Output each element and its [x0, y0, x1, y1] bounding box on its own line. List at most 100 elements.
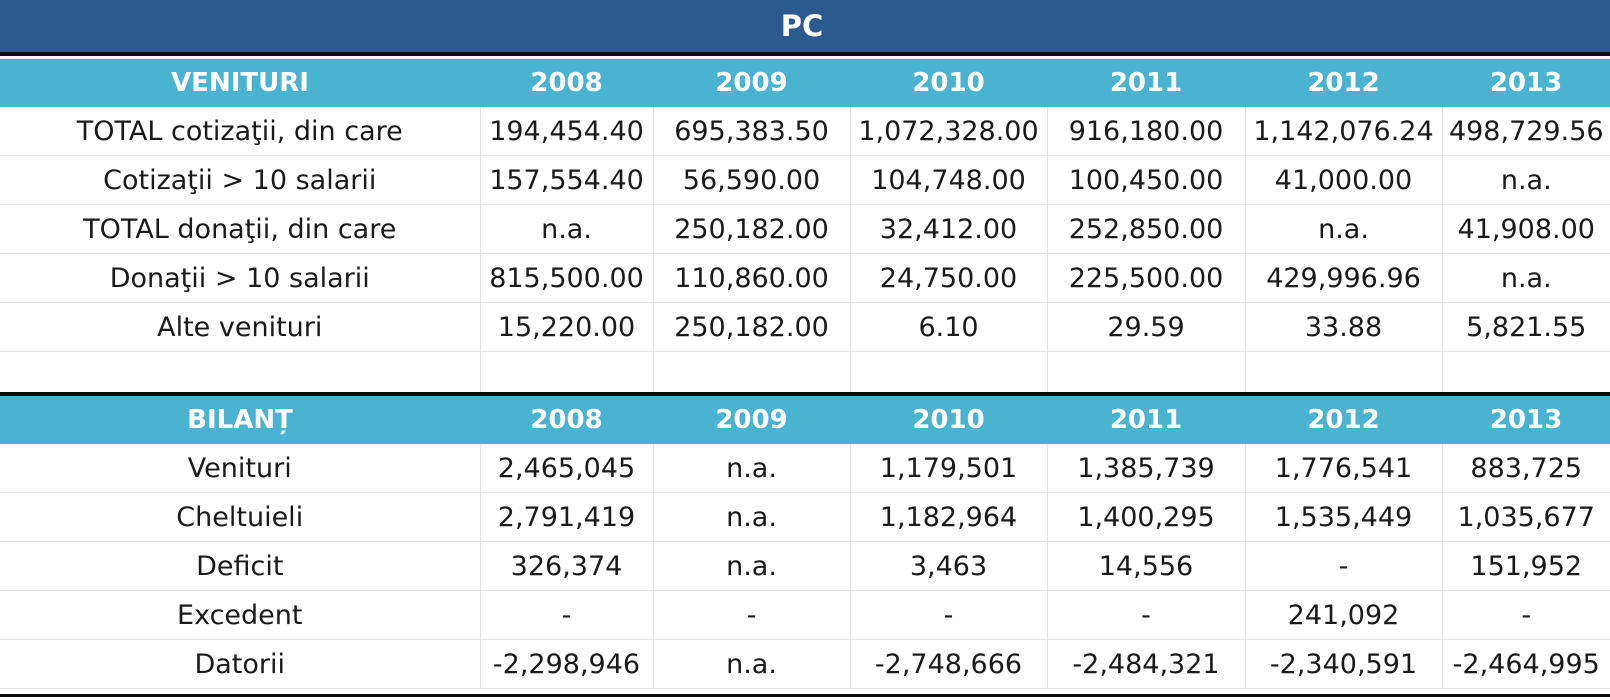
venituri-table: VENITURI 2008 2009 2010 2011 2012 2013 TOTAL co…: [0, 59, 1610, 401]
table-cell: 104,748.00: [850, 155, 1048, 205]
table-cell: 194,454.40: [480, 107, 654, 156]
table-cell: -2,340,591: [1245, 639, 1443, 689]
table-cell: 110,860.00: [653, 253, 851, 303]
row-label: Cheltuieli: [0, 492, 481, 542]
table-cell: 29.59: [1047, 302, 1246, 352]
column-header-year: 2012: [1245, 59, 1442, 107]
column-header-year: 2008: [480, 59, 653, 107]
table-cell: 3,463: [850, 541, 1048, 591]
table-cell: 498,729.56: [1442, 107, 1610, 156]
table-cell: 157,554.40: [480, 155, 654, 205]
row-label: Venituri: [0, 444, 481, 493]
table-row: TOTAL cotizaţii, din care 194,454.40 695,3…: [0, 107, 1610, 156]
table-cell: -: [653, 590, 851, 640]
table-cell: 56,590.00: [653, 155, 851, 205]
table-cell: 1,179,501: [850, 444, 1048, 493]
table-cell: 326,374: [480, 541, 654, 591]
table-title-bar: PC: [0, 0, 1610, 56]
table-cell: 41,000.00: [1245, 155, 1443, 205]
table-cell: -: [1047, 590, 1246, 640]
row-label: Alte venituri: [0, 302, 481, 352]
column-header-year: 2010: [850, 59, 1047, 107]
table-row: Venituri 2,465,045 n.a. 1,179,501 1,385,739 1…: [0, 444, 1610, 493]
table-cell: 33.88: [1245, 302, 1443, 352]
table-cell: 1,035,677: [1442, 492, 1610, 542]
table-cell: n.a.: [653, 492, 851, 542]
table-cell: 1,385,739: [1047, 444, 1246, 493]
table-cell: 1,535,449: [1245, 492, 1443, 542]
table-cell: n.a.: [480, 204, 654, 254]
table-cell: 225,500.00: [1047, 253, 1246, 303]
table-cell: -: [1442, 590, 1610, 640]
table-cell: 429,996.96: [1245, 253, 1443, 303]
bilant-table: BILANȚ 2008 2009 2010 2011 2012 2013 Venituri 2,…: [0, 396, 1610, 689]
table-cell: 252,850.00: [1047, 204, 1246, 254]
row-label: TOTAL donaţii, din care: [0, 204, 481, 254]
table-cell: 6.10: [850, 302, 1048, 352]
table-row: TOTAL donaţii, din care n.a. 250,182.00 32,…: [0, 204, 1610, 254]
column-header-year: 2013: [1442, 396, 1610, 444]
table-cell: 15,220.00: [480, 302, 654, 352]
table-cell: -2,484,321: [1047, 639, 1246, 689]
row-label: Cotizaţii > 10 salarii: [0, 155, 481, 205]
table-cell: -2,464,995: [1442, 639, 1610, 689]
venituri-section-header: VENITURI: [0, 59, 480, 107]
table-cell: n.a.: [1442, 253, 1610, 303]
table-cell: n.a.: [653, 541, 851, 591]
table-row: Cotizaţii > 10 salarii 157,554.40 56,590.0…: [0, 155, 1610, 205]
table-row: Alte venituri 15,220.00 250,182.00 6.10 29.5…: [0, 302, 1610, 352]
table-cell: n.a.: [653, 639, 851, 689]
table-cell: 250,182.00: [653, 204, 851, 254]
table-cell: -: [1245, 541, 1443, 591]
column-header-year: 2013: [1442, 59, 1610, 107]
table-cell: 24,750.00: [850, 253, 1048, 303]
table-row: Donaţii > 10 salarii 815,500.00 110,860.00…: [0, 253, 1610, 303]
row-label: Excedent: [0, 590, 481, 640]
table-cell: -: [480, 590, 654, 640]
row-label: Deficit: [0, 541, 481, 591]
table-cell: n.a.: [1245, 204, 1443, 254]
table-cell: 151,952: [1442, 541, 1610, 591]
row-label: Datorii: [0, 639, 481, 689]
bilant-header-row: BILANȚ 2008 2009 2010 2011 2012 2013: [0, 396, 1610, 444]
table-row: Deficit 326,374 n.a. 3,463 14,556-151,952: [0, 541, 1610, 591]
table-cell: -2,298,946: [480, 639, 654, 689]
column-header-year: 2009: [653, 396, 850, 444]
table-cell: 100,450.00: [1047, 155, 1246, 205]
row-label: TOTAL cotizaţii, din care: [0, 107, 481, 156]
table-cell: 883,725: [1442, 444, 1610, 493]
table-cell: 1,182,964: [850, 492, 1048, 542]
table-cell: -2,748,666: [850, 639, 1048, 689]
venituri-header-row: VENITURI 2008 2009 2010 2011 2012 2013: [0, 59, 1610, 107]
table-cell: 32,412.00: [850, 204, 1048, 254]
table-cell: 1,072,328.00: [850, 107, 1048, 156]
table-cell: 2,791,419: [480, 492, 654, 542]
column-header-year: 2009: [653, 59, 850, 107]
column-header-year: 2011: [1047, 396, 1245, 444]
table-cell: 1,400,295: [1047, 492, 1246, 542]
table-cell: 5,821.55: [1442, 302, 1610, 352]
table-cell: 695,383.50: [653, 107, 851, 156]
table-cell: 1,142,076.24: [1245, 107, 1443, 156]
column-header-year: 2010: [850, 396, 1047, 444]
row-label: Donaţii > 10 salarii: [0, 253, 481, 303]
table-cell: 250,182.00: [653, 302, 851, 352]
table-row: Cheltuieli 2,791,419 n.a. 1,182,964 1,400,29…: [0, 492, 1610, 542]
table-cell: 916,180.00: [1047, 107, 1246, 156]
table-cell: n.a.: [1442, 155, 1610, 205]
table-row: Datorii -2,298,946 n.a. -2,748,666 -2,484,32…: [0, 639, 1610, 689]
table-row: Excedent - - - -241,092-: [0, 590, 1610, 640]
table-cell: 1,776,541: [1245, 444, 1443, 493]
table-cell: -: [850, 590, 1048, 640]
page-title: PC: [780, 9, 824, 43]
column-header-year: 2011: [1047, 59, 1245, 107]
table-cell: 815,500.00: [480, 253, 654, 303]
bilant-section-header: BILANȚ: [0, 396, 480, 444]
table-cell: n.a.: [653, 444, 851, 493]
column-header-year: 2008: [480, 396, 653, 444]
column-header-year: 2012: [1245, 396, 1442, 444]
table-cell: 41,908.00: [1442, 204, 1610, 254]
table-bottom-border: [0, 694, 1610, 697]
table-cell: 14,556: [1047, 541, 1246, 591]
section-divider: [0, 392, 1610, 396]
